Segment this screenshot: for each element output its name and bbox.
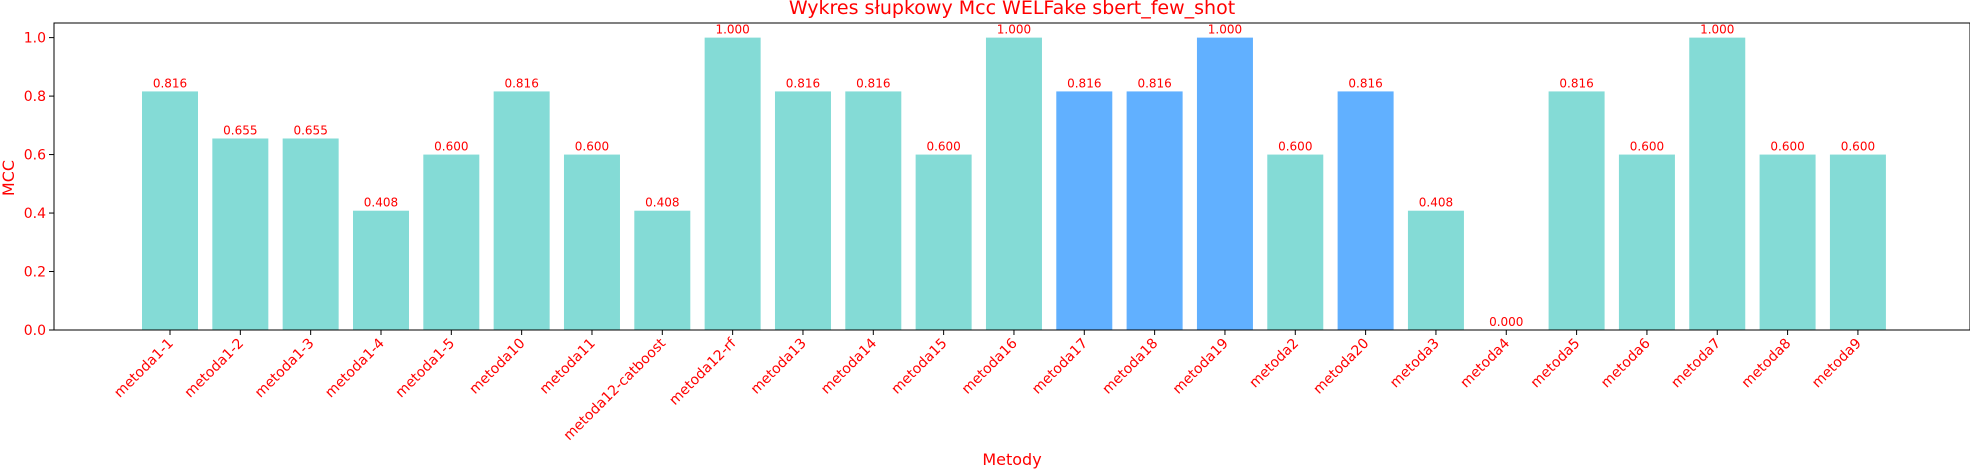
value-label-metoda9: 0.600 xyxy=(1841,140,1875,154)
bar-metoda16 xyxy=(985,37,1042,331)
plot-frame xyxy=(53,22,1970,331)
x-tick-label-metoda1-5: metoda1-5 xyxy=(393,336,459,402)
x-tick-label-metoda16: metoda16 xyxy=(959,335,1021,397)
bar-metoda11 xyxy=(563,154,620,330)
y-tick-label: 0.8 xyxy=(24,89,46,105)
bar-metoda10 xyxy=(493,91,550,330)
x-tick-label-metoda18: metoda18 xyxy=(1100,336,1162,398)
value-label-metoda12-catboost: 0.408 xyxy=(645,196,679,210)
value-label-metoda1-4: 0.408 xyxy=(364,196,398,210)
x-axis-label: Metody xyxy=(982,450,1041,469)
value-label-metoda3: 0.408 xyxy=(1419,196,1453,210)
x-tick-label-metoda17: metoda17 xyxy=(1029,336,1091,398)
x-tick-label-metoda12-rf: metoda12-rf xyxy=(666,335,740,409)
bar-metoda17 xyxy=(1056,91,1113,330)
x-tick-label-metoda15: metoda15 xyxy=(889,336,951,398)
bar-metoda5 xyxy=(1548,91,1605,330)
x-tick-label-metoda20: metoda20 xyxy=(1311,336,1373,398)
value-label-metoda5: 0.816 xyxy=(1559,76,1593,90)
bar-metoda14 xyxy=(845,91,902,330)
x-tick-label-metoda6: metoda6 xyxy=(1598,335,1654,391)
bar-metoda1-3 xyxy=(282,138,339,330)
y-axis-label: MCC xyxy=(0,160,18,196)
x-tick-label-metoda13: metoda13 xyxy=(748,336,810,398)
y-tick-label: 1.0 xyxy=(24,31,46,47)
x-tick-label-metoda4: metoda4 xyxy=(1457,335,1513,391)
x-tick-label-metoda1-3: metoda1-3 xyxy=(252,336,318,402)
bar-metoda1-5 xyxy=(423,154,480,330)
value-label-metoda11: 0.600 xyxy=(575,140,609,154)
value-label-metoda1-3: 0.655 xyxy=(293,123,327,137)
y-tick-label: 0.2 xyxy=(24,265,46,281)
value-label-metoda15: 0.600 xyxy=(926,140,960,154)
value-label-metoda1-5: 0.600 xyxy=(434,140,468,154)
bar-metoda8 xyxy=(1759,154,1816,330)
x-tick-label-metoda1-4: metoda1-4 xyxy=(322,335,388,401)
value-label-metoda7: 1.000 xyxy=(1700,23,1734,37)
bar-metoda13 xyxy=(774,91,831,330)
x-tick-label-metoda5: metoda5 xyxy=(1528,336,1584,392)
value-label-metoda20: 0.816 xyxy=(1348,76,1382,90)
value-label-metoda6: 0.600 xyxy=(1630,140,1664,154)
value-label-metoda12-rf: 1.000 xyxy=(715,23,749,37)
value-label-metoda18: 0.816 xyxy=(1137,76,1171,90)
y-axis-ticks: 0.0 0.2 0.4 0.6 0.8 1.0 xyxy=(24,31,54,339)
y-tick-label: 0.4 xyxy=(24,206,46,222)
y-tick-label: 0.6 xyxy=(24,148,46,164)
value-label-metoda13: 0.816 xyxy=(786,76,820,90)
x-tick-label-metoda2: metoda2 xyxy=(1246,336,1302,392)
x-tick-label-metoda7: metoda7 xyxy=(1668,336,1724,392)
bar-metoda3 xyxy=(1407,210,1464,330)
x-tick-label-metoda14: metoda14 xyxy=(818,335,880,397)
value-label-metoda1-1: 0.816 xyxy=(153,76,187,90)
x-tick-label-metoda9: metoda9 xyxy=(1809,336,1865,392)
x-tick-label-metoda19: metoda19 xyxy=(1170,336,1232,398)
x-tick-label-metoda1-2: metoda1-2 xyxy=(182,336,248,402)
bar-metoda19 xyxy=(1196,37,1253,331)
bar-metoda1-2 xyxy=(212,138,269,330)
bar-metoda1-4 xyxy=(352,210,409,330)
bar-metoda12-catboost xyxy=(634,210,691,330)
x-tick-label-metoda1-1: metoda1-1 xyxy=(111,336,177,402)
chart-title: Wykres słupkowy Mcc WELFake sbert_few_sh… xyxy=(789,0,1235,19)
value-label-metoda17: 0.816 xyxy=(1067,76,1101,90)
x-tick-label-metoda3: metoda3 xyxy=(1387,336,1443,392)
bar-metoda7 xyxy=(1689,37,1746,331)
bar-metoda6 xyxy=(1618,154,1675,330)
bar-metoda15 xyxy=(915,154,972,330)
value-label-metoda4: 0.000 xyxy=(1489,315,1523,329)
x-axis-ticks: metoda1-1 metoda1-2 metoda1-3 metoda1-4 meto… xyxy=(111,330,1865,444)
value-labels-layer: 0.816 0.655 0.655 0.408 0.600 0.816 0.600 0.408… xyxy=(153,23,1875,329)
bar-metoda20 xyxy=(1337,91,1394,330)
x-tick-label-metoda11: metoda11 xyxy=(537,336,599,398)
value-label-metoda16: 1.000 xyxy=(997,23,1031,37)
x-tick-label-metoda10: metoda10 xyxy=(467,336,529,398)
bar-metoda12-rf xyxy=(704,37,761,331)
x-tick-label-metoda8: metoda8 xyxy=(1739,336,1795,392)
bar-metoda18 xyxy=(1126,91,1183,330)
bar-metoda2 xyxy=(1267,154,1324,330)
value-label-metoda8: 0.600 xyxy=(1770,140,1804,154)
bar-metoda1-1 xyxy=(142,91,198,330)
value-label-metoda14: 0.816 xyxy=(856,76,890,90)
bars-layer xyxy=(142,37,1886,331)
value-label-metoda19: 1.000 xyxy=(1208,23,1242,37)
value-label-metoda1-2: 0.655 xyxy=(223,123,257,137)
value-label-metoda2: 0.600 xyxy=(1278,140,1312,154)
value-label-metoda10: 0.816 xyxy=(504,76,538,90)
bar-metoda9 xyxy=(1829,154,1886,330)
y-tick-label: 0.0 xyxy=(24,323,46,339)
